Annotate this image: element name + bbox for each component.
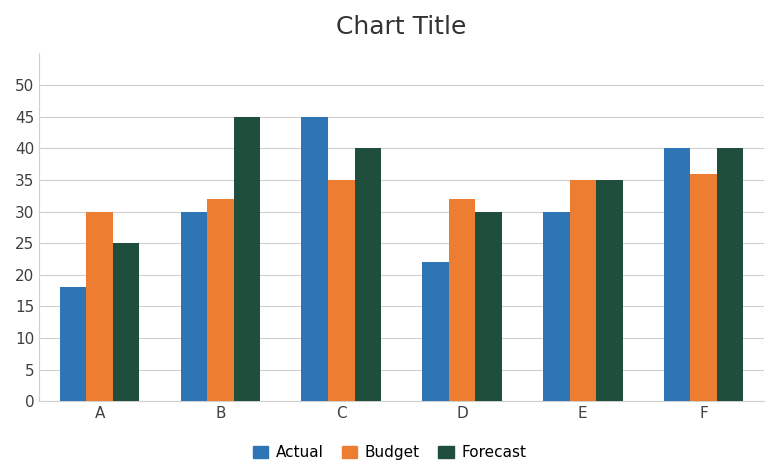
Bar <box>475 211 502 401</box>
Bar <box>301 117 328 401</box>
Bar <box>354 148 381 401</box>
Bar <box>664 148 690 401</box>
Bar <box>181 211 207 401</box>
Bar <box>86 211 113 401</box>
Bar <box>60 287 86 401</box>
Bar <box>449 199 475 401</box>
Title: Chart Title: Chart Title <box>337 15 467 39</box>
Bar <box>328 180 354 401</box>
Bar <box>113 243 139 401</box>
Bar <box>717 148 743 401</box>
Bar <box>543 211 569 401</box>
Bar <box>569 180 596 401</box>
Bar <box>234 117 260 401</box>
Legend: Actual, Budget, Forecast: Actual, Budget, Forecast <box>247 439 532 466</box>
Bar <box>422 262 449 401</box>
Bar <box>596 180 622 401</box>
Bar <box>690 173 717 401</box>
Bar <box>207 199 234 401</box>
